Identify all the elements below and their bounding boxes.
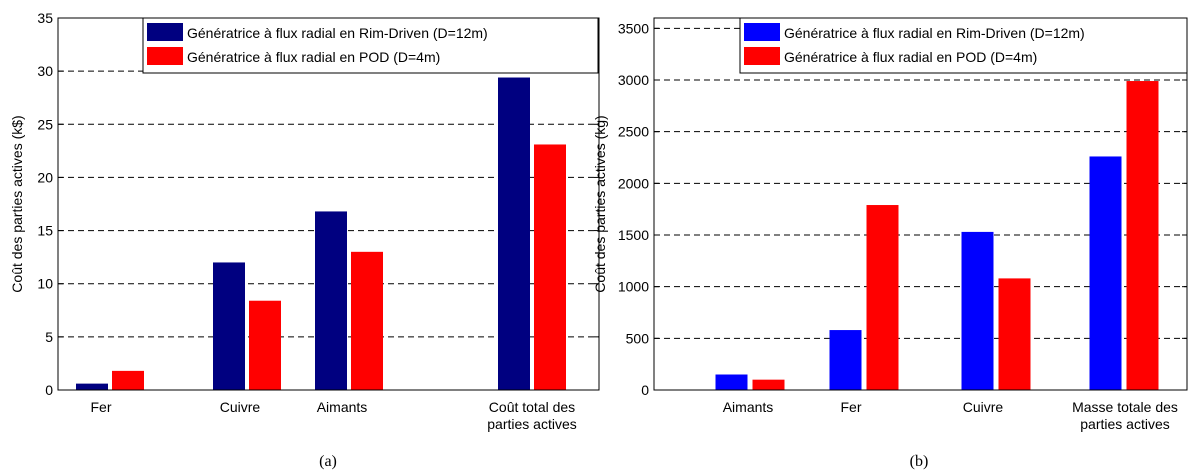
bar-rim-driven-2 (829, 330, 862, 390)
y-tick-label: 0 (45, 382, 53, 398)
legend-swatch (147, 47, 183, 65)
y-tick-label: 2000 (618, 175, 649, 191)
legend-label: Génératrice à flux radial en Rim-Driven … (784, 25, 1085, 41)
bar-pod-2 (249, 300, 281, 390)
y-tick-label: 3000 (618, 72, 649, 88)
legend-box (142, 17, 599, 74)
x-tick-label: Coût total des parties actives (487, 399, 576, 432)
legend: Génératrice à flux radial en Rim-Driven … (142, 17, 599, 74)
x-tick-label: Cuivre (220, 399, 261, 415)
bar-rim-driven-3 (315, 211, 347, 390)
y-tick-label: 2500 (618, 124, 649, 140)
bar-rim-driven-1 (715, 374, 748, 390)
y-tick-label: 1500 (618, 227, 649, 243)
x-axis-labels: Aimants Fer Cuivre Masse totale des parties … (723, 399, 1178, 432)
x-tick-label: Cuivre (963, 399, 1004, 415)
bar-rim-driven-4 (498, 77, 530, 391)
legend-label: Génératrice à flux radial en POD (D=4m) (187, 49, 440, 65)
x-tick-label: Aimants (723, 399, 774, 415)
bar-pod-2 (866, 205, 899, 390)
y-tick-label: 25 (37, 116, 53, 132)
y-axis-label: Coût des parties actives (kg) (592, 115, 608, 292)
bar-rim-driven-3 (961, 231, 994, 390)
chart-a: 0 5 10 15 20 25 30 35 Fer Cuivre Aimants Coût total… (9, 10, 600, 470)
y-tick-label: 5 (45, 329, 53, 345)
legend-label: Génératrice à flux radial en Rim-Driven … (187, 25, 488, 41)
legend-swatch (147, 23, 183, 41)
y-tick-label: 20 (37, 169, 53, 185)
y-tick-label: 30 (37, 63, 53, 79)
chart-caption: (b) (910, 453, 929, 470)
y-tick-label: 1000 (618, 279, 649, 295)
x-tick-label: Masse totale des parties actives (1072, 399, 1178, 432)
y-tick-label: 10 (37, 276, 53, 292)
y-axis-ticks: 0 5 10 15 20 25 30 35 (37, 10, 599, 398)
bar-pod-4 (534, 144, 566, 390)
bars (715, 81, 1159, 391)
bars (76, 77, 566, 391)
y-tick-label: 3500 (618, 20, 649, 36)
y-tick-label: 500 (626, 330, 650, 346)
y-axis-ticks: 0 500 1000 1500 2000 2500 3000 3500 (618, 20, 1187, 398)
legend-swatch (744, 23, 780, 41)
x-tick-label: Aimants (317, 399, 368, 415)
legend-box (739, 17, 1188, 74)
bar-pod-1 (112, 370, 144, 390)
x-tick-label: Fer (91, 399, 112, 415)
bar-pod-3 (351, 251, 383, 390)
y-tick-label: 15 (37, 223, 53, 239)
y-tick-label: 35 (37, 10, 53, 26)
chart-b: 0 500 1000 1500 2000 2500 3000 3500 Aimants Fer Cu… (592, 17, 1188, 470)
bar-pod-4 (1126, 81, 1159, 391)
bar-pod-1 (752, 379, 785, 390)
x-tick-label: Fer (841, 399, 862, 415)
legend: Génératrice à flux radial en Rim-Driven … (739, 17, 1188, 74)
chart-caption: (a) (319, 453, 337, 470)
y-tick-label: 0 (641, 382, 649, 398)
legend-label: Génératrice à flux radial en POD (D=4m) (784, 49, 1037, 65)
y-axis-label: Coût des parties actives (k$) (9, 115, 25, 292)
bar-rim-driven-4 (1089, 156, 1122, 390)
bar-rim-driven-2 (213, 262, 245, 390)
legend-swatch (744, 47, 780, 65)
x-axis-labels: Fer Cuivre Aimants Coût total des parties ac… (91, 399, 577, 432)
bar-pod-3 (998, 278, 1031, 390)
bar-rim-driven-1 (76, 383, 108, 390)
